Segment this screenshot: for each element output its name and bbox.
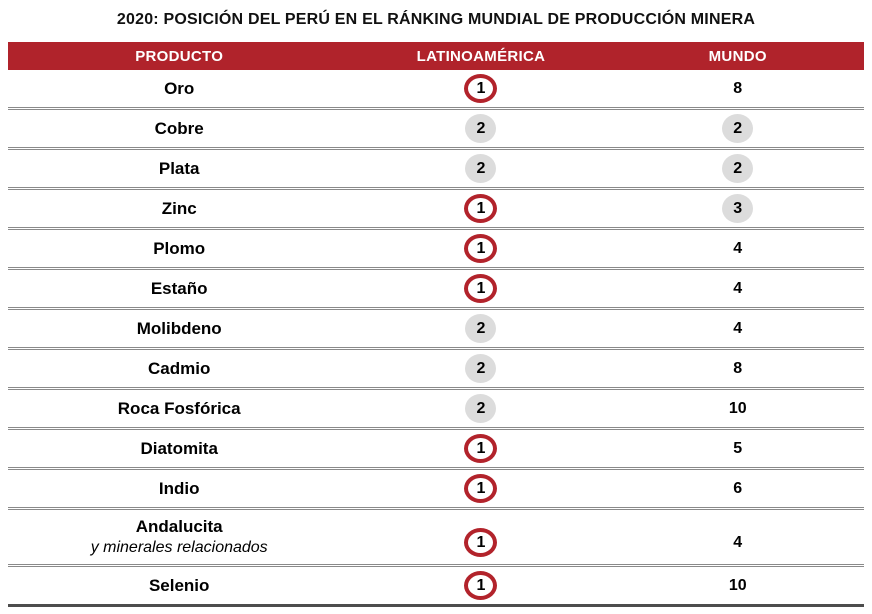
mundo-rank-badge: 4 xyxy=(733,279,743,297)
product-label: Molibdeno xyxy=(136,318,222,338)
table-row-molibdeno: Molibdeno 2 4 xyxy=(8,310,864,350)
latam-rank-cell: 1 xyxy=(350,230,611,267)
product-sublabel: y minerales relacionados xyxy=(90,538,268,556)
ranking-table: PRODUCTO LATINOAMÉRICA MUNDO Oro 1 8 Cob… xyxy=(8,42,864,607)
mundo-rank-badge: 2 xyxy=(722,114,754,143)
table-row-cadmio: Cadmio 2 8 xyxy=(8,350,864,390)
latam-rank-cell: 2 xyxy=(350,350,611,387)
mundo-rank-cell: 4 xyxy=(611,230,864,267)
product-name: Oro xyxy=(8,70,350,107)
table-row-indio: Indio 1 6 xyxy=(8,470,864,510)
latam-rank-badge: 2 xyxy=(465,114,497,143)
mundo-rank-badge: 4 xyxy=(733,239,743,257)
table-row-roca-fosforica: Roca Fosfórica 2 10 xyxy=(8,390,864,430)
mundo-rank-badge: 10 xyxy=(728,399,747,417)
latam-rank-badge: 2 xyxy=(465,154,497,183)
mundo-rank-cell: 5 xyxy=(611,430,864,467)
product-name: Indio xyxy=(8,470,350,507)
table-header-row: PRODUCTO LATINOAMÉRICA MUNDO xyxy=(8,42,864,70)
mundo-rank-badge: 6 xyxy=(733,479,743,497)
mundo-rank-badge: 4 xyxy=(733,319,743,337)
table-row-estano: Estaño 1 4 xyxy=(8,270,864,310)
mundo-rank-cell: 4 xyxy=(611,310,864,347)
latam-rank-cell: 2 xyxy=(350,150,611,187)
latam-rank-badge: 1 xyxy=(464,571,498,600)
header-cell-mundo: MUNDO xyxy=(708,47,767,65)
product-label: Plomo xyxy=(153,238,206,258)
product-name: Zinc xyxy=(8,190,350,227)
product-label: Andalucita xyxy=(135,517,223,537)
latam-rank-badge: 1 xyxy=(464,434,498,463)
mundo-rank-badge: 2 xyxy=(722,154,754,183)
latam-rank-badge: 1 xyxy=(464,234,498,263)
header-cell-producto: PRODUCTO xyxy=(135,47,224,65)
latam-rank-badge: 2 xyxy=(465,394,497,423)
product-name: Estaño xyxy=(8,270,350,307)
latam-rank-cell: 1 xyxy=(350,430,611,467)
mundo-rank-cell: 4 xyxy=(611,270,864,307)
table-row-zinc: Zinc 1 3 xyxy=(8,190,864,230)
latam-rank-badge: 1 xyxy=(464,74,498,103)
product-name: Plomo xyxy=(8,230,350,267)
mundo-rank-cell: 2 xyxy=(611,150,864,187)
latam-rank-badge: 1 xyxy=(464,474,498,503)
product-name: Andalucita y minerales relacionados xyxy=(8,510,350,564)
product-label: Selenio xyxy=(148,575,210,595)
product-label: Diatomita xyxy=(140,438,218,458)
table-row-andalucita: Andalucita y minerales relacionados 1 4 xyxy=(8,510,864,567)
product-label: Zinc xyxy=(161,198,197,218)
page-title: 2020: POSICIÓN DEL PERÚ EN EL RÁNKING MU… xyxy=(116,11,756,28)
latam-rank-cell: 2 xyxy=(350,110,611,147)
mundo-rank-cell: 8 xyxy=(611,350,864,387)
mundo-rank-cell: 6 xyxy=(611,470,864,507)
product-label: Cadmio xyxy=(148,358,211,378)
table-row-oro: Oro 1 8 xyxy=(8,70,864,110)
mundo-rank-cell: 10 xyxy=(611,567,864,604)
header-cell-latinoamerica: LATINOAMÉRICA xyxy=(416,47,546,65)
mundo-rank-cell: 4 xyxy=(611,510,864,564)
latam-rank-cell: 2 xyxy=(350,310,611,347)
product-label: Oro xyxy=(164,78,195,98)
mundo-rank-badge: 5 xyxy=(733,439,743,457)
product-label: Plata xyxy=(158,158,200,178)
latam-rank-cell: 1 xyxy=(350,470,611,507)
table-row-selenio: Selenio 1 10 xyxy=(8,567,864,607)
mundo-rank-badge: 10 xyxy=(728,576,747,594)
table-row-diatomita: Diatomita 1 5 xyxy=(8,430,864,470)
latam-rank-cell: 1 xyxy=(350,510,611,564)
mundo-rank-badge: 8 xyxy=(733,79,743,97)
mundo-rank-badge: 4 xyxy=(733,533,743,551)
table-row-plata: Plata 2 2 xyxy=(8,150,864,190)
mundo-rank-cell: 8 xyxy=(611,70,864,107)
product-name: Roca Fosfórica xyxy=(8,390,350,427)
latam-rank-badge: 1 xyxy=(464,274,498,303)
mundo-rank-badge: 3 xyxy=(722,194,754,223)
product-label: Cobre xyxy=(154,118,204,138)
latam-rank-badge: 1 xyxy=(464,194,498,223)
product-name: Diatomita xyxy=(8,430,350,467)
product-name: Molibdeno xyxy=(8,310,350,347)
latam-rank-badge: 1 xyxy=(464,528,498,557)
latam-rank-cell: 2 xyxy=(350,390,611,427)
product-name: Selenio xyxy=(8,567,350,604)
latam-rank-cell: 1 xyxy=(350,70,611,107)
product-label: Indio xyxy=(158,478,200,498)
product-label: Roca Fosfórica xyxy=(117,398,241,418)
product-label: Estaño xyxy=(150,278,208,298)
table-row-cobre: Cobre 2 2 xyxy=(8,110,864,150)
mundo-rank-cell: 10 xyxy=(611,390,864,427)
mundo-rank-cell: 3 xyxy=(611,190,864,227)
product-name: Cobre xyxy=(8,110,350,147)
latam-rank-cell: 1 xyxy=(350,190,611,227)
product-name: Cadmio xyxy=(8,350,350,387)
latam-rank-cell: 1 xyxy=(350,270,611,307)
mundo-rank-cell: 2 xyxy=(611,110,864,147)
latam-rank-badge: 2 xyxy=(465,354,497,383)
latam-rank-badge: 2 xyxy=(465,314,497,343)
product-name: Plata xyxy=(8,150,350,187)
table-row-plomo: Plomo 1 4 xyxy=(8,230,864,270)
mundo-rank-badge: 8 xyxy=(733,359,743,377)
latam-rank-cell: 1 xyxy=(350,567,611,604)
